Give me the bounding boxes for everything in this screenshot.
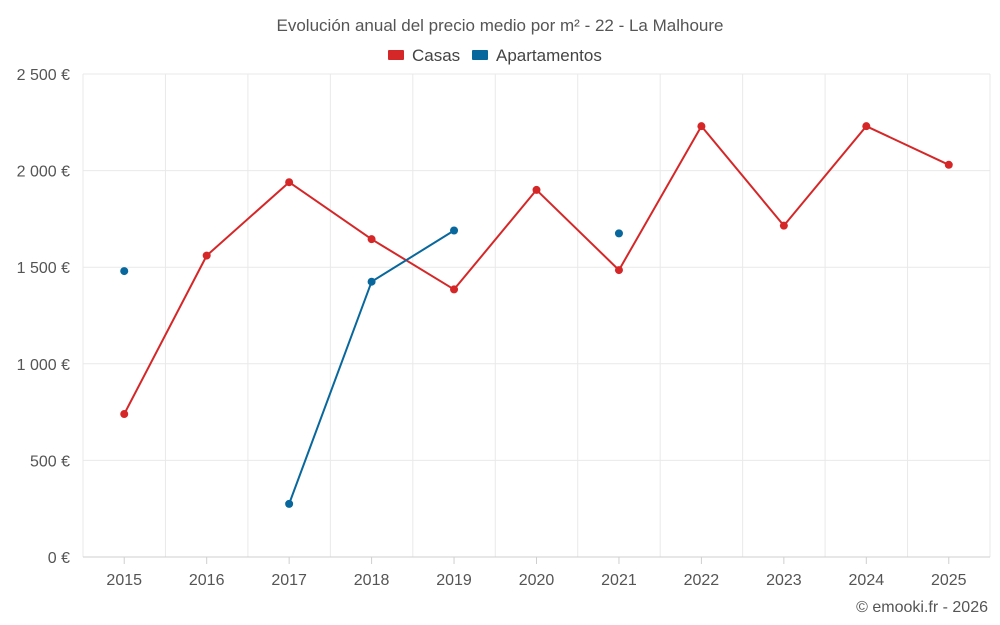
- x-tick-label: 2017: [271, 572, 307, 589]
- data-point-casas: [532, 185, 541, 194]
- x-tick-label: 2018: [354, 572, 390, 589]
- x-tick-label: 2022: [684, 572, 720, 589]
- data-point-casas: [450, 285, 459, 294]
- y-tick-label: 2 000 €: [17, 164, 70, 181]
- x-tick-label: 2021: [601, 572, 637, 589]
- legend-swatch-casas: [388, 50, 404, 60]
- legend-label-casas: Casas: [412, 46, 460, 65]
- data-point-apartamentos: [614, 229, 623, 238]
- copyright-credit: © emooki.fr - 2026: [856, 599, 988, 616]
- data-point-apartamentos: [120, 267, 129, 276]
- legend-label-apartamentos: Apartamentos: [496, 46, 602, 65]
- gridlines: [82, 73, 991, 557]
- y-tick-label: 1 500 €: [17, 260, 70, 277]
- data-point-apartamentos: [367, 277, 376, 286]
- data-point-casas: [697, 122, 706, 131]
- legend: Casas Apartamentos: [388, 46, 602, 65]
- y-tick-label: 500 €: [30, 453, 70, 470]
- data-point-apartamentos: [450, 226, 459, 235]
- legend-swatch-apartamentos: [472, 50, 488, 60]
- data-point-casas: [944, 160, 953, 169]
- x-tick-label: 2016: [189, 572, 225, 589]
- data-point-casas: [779, 221, 788, 230]
- chart-title: Evolución anual del precio medio por m² …: [277, 16, 724, 35]
- data-point-casas: [285, 178, 294, 187]
- y-tick-label: 1 000 €: [17, 357, 70, 374]
- x-tick-label: 2015: [106, 572, 142, 589]
- y-tick-label: 0 €: [48, 550, 70, 567]
- x-tick-label: 2025: [931, 572, 967, 589]
- series-line-apartamentos: [288, 229, 455, 505]
- x-tick-label: 2024: [849, 572, 885, 589]
- data-point-casas: [202, 251, 211, 260]
- x-tick-label: 2020: [519, 572, 555, 589]
- data-point-apartamentos: [285, 499, 294, 508]
- data-point-casas: [367, 235, 376, 244]
- axes: 0 € 500 € 1 000 € 1 500 € 2 000 € 2 500 € 2015…: [17, 67, 990, 589]
- y-tick-label: 2 500 €: [17, 67, 70, 84]
- data-point-casas: [862, 122, 871, 131]
- data-point-casas: [614, 266, 623, 275]
- series-layer: [120, 122, 953, 508]
- x-tick-label: 2023: [766, 572, 802, 589]
- x-tick-label: 2019: [436, 572, 472, 589]
- data-point-casas: [120, 410, 129, 419]
